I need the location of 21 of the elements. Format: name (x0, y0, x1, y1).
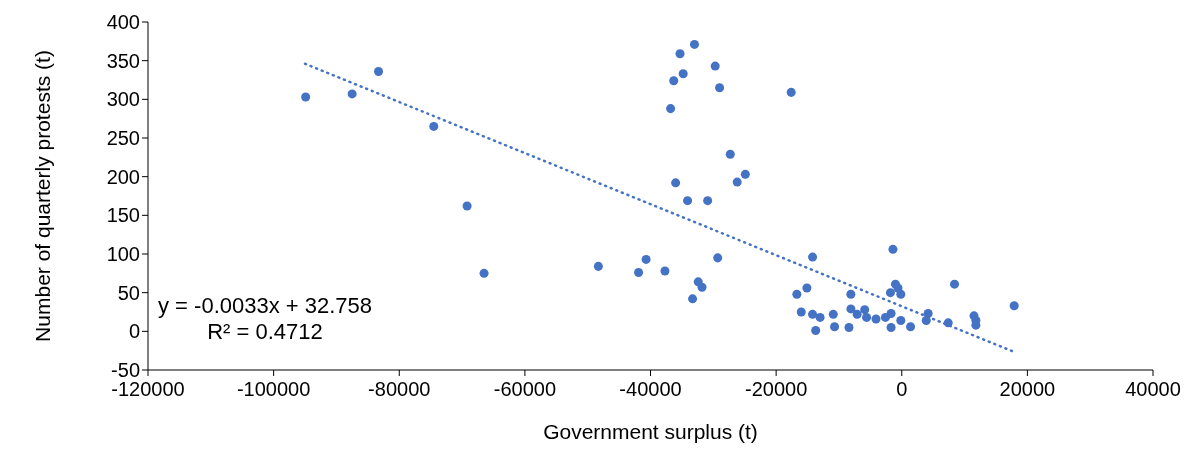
y-tick-label: 50 (117, 281, 140, 304)
x-axis-title: Government surplus (t) (542, 420, 759, 444)
y-tick-label: 150 (106, 204, 140, 227)
y-tick-label: 400 (106, 11, 140, 34)
y-tick-label: 250 (106, 127, 140, 150)
y-tick-label: 300 (106, 88, 140, 111)
x-tick-label: -40000 (619, 378, 682, 401)
y-tick-label: 0 (128, 320, 140, 343)
y-tick-label: 200 (106, 165, 140, 188)
x-tick-label: 40000 (1125, 378, 1181, 401)
y-tick-label: 100 (106, 243, 140, 266)
x-tick-label: 20000 (999, 378, 1056, 401)
x-tick-label: -20000 (744, 378, 808, 401)
x-tick-label: -100000 (236, 378, 311, 401)
annotation: R² = 0.4712 (206, 319, 324, 345)
y-axis-title: Number of quarterly protests (t) (31, 49, 55, 344)
x-tick-label: 0 (896, 378, 908, 401)
x-tick-label: -60000 (493, 378, 557, 401)
y-tick-label: 350 (106, 49, 140, 72)
annotation: y = -0.0033x + 32.758 (158, 293, 373, 319)
x-tick-label: -80000 (368, 378, 431, 401)
